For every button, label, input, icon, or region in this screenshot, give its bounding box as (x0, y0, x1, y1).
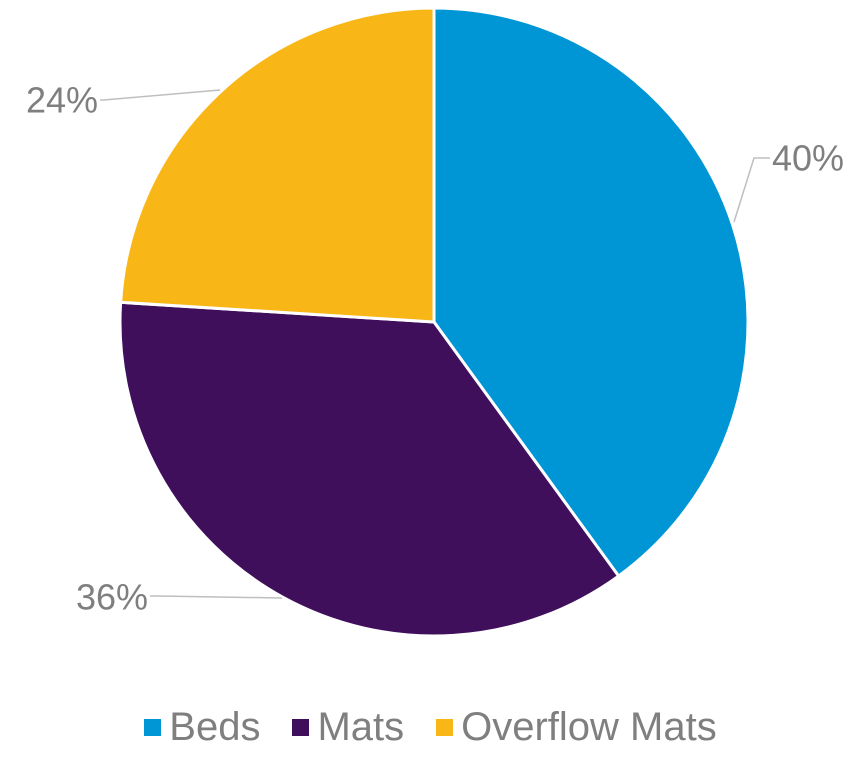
pie-slice-mats (118, 300, 621, 638)
leader-line-overflow-mats (100, 89, 221, 101)
pie-chart-plot: 40% 36% 24% (26, 6, 844, 638)
data-label-overflow-mats: 24% (26, 80, 98, 121)
legend-swatch-beds (144, 718, 162, 736)
legend: Beds Mats Overflow Mats (0, 702, 861, 752)
legend-label-overflow-mats: Overflow Mats (461, 705, 717, 749)
data-label-beds: 40% (772, 138, 844, 179)
legend-label-beds: Beds (169, 705, 261, 749)
legend-item-overflow-mats: Overflow Mats (436, 707, 717, 747)
legend-label-mats: Mats (317, 705, 405, 749)
leader-lines (100, 89, 770, 599)
data-label-mats: 36% (76, 577, 148, 618)
legend-item-mats: Mats (292, 707, 404, 747)
legend-swatch-mats (292, 718, 310, 736)
data-labels: 40% 36% 24% (26, 80, 844, 618)
pie-slice-beds (432, 6, 750, 578)
leader-line-beds (733, 157, 770, 223)
legend-swatch-overflow-mats (436, 718, 454, 736)
pie-slice-overflow-mats (119, 6, 436, 324)
legend-item-beds: Beds (144, 707, 260, 747)
pie-slices (118, 6, 750, 638)
leader-line-mats (150, 595, 283, 599)
